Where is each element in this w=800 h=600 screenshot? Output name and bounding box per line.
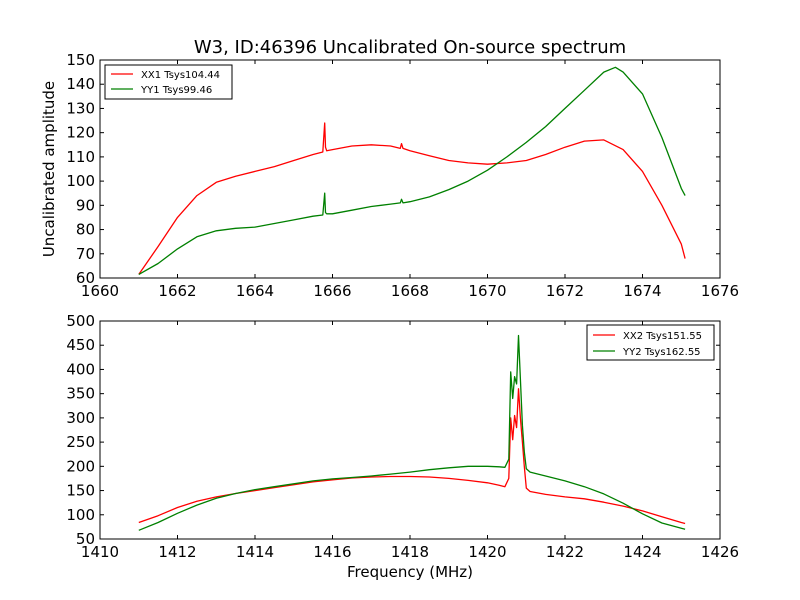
bottom-plot-ticks: 1410 1412 1414 1416 1418 1420 1422 1424 1426 50 10… [66, 312, 739, 561]
top-xtick-label: 1662 [158, 282, 196, 300]
bottom-xtick-label: 1422 [546, 543, 584, 561]
bottom-series-line-yy [138, 334, 686, 531]
top-ytick-label: 120 [66, 124, 95, 142]
top-legend-label-yy1: YY1 Tsys99.46 [140, 85, 212, 96]
bottom-ytick-label: 150 [66, 482, 95, 500]
top-ytick-label: 110 [66, 148, 95, 166]
top-ytick-label: 140 [66, 75, 95, 93]
bottom-ytick-label: 200 [66, 457, 95, 475]
top-ytick-label: 70 [76, 245, 95, 263]
bottom-xtick-label: 1424 [623, 543, 661, 561]
top-xtick-label: 1668 [391, 282, 429, 300]
top-series-line-xx [138, 122, 686, 275]
top-plot-title: W3, ID:46396 Uncalibrated On-source spec… [194, 37, 626, 58]
top-legend-box [104, 64, 233, 100]
top-xtick-label: 1666 [313, 282, 351, 300]
top-plot-frame [99, 59, 721, 279]
bottom-xtick-label: 1412 [158, 543, 196, 561]
top-plot-legend: XX1 Tsys104.44 YY1 Tsys99.46 [104, 64, 233, 100]
bottom-ytick-label: 500 [66, 312, 95, 330]
top-ytick-label: 60 [76, 269, 95, 287]
bottom-legend-label-yy2: YY2 Tsys162.55 [622, 347, 701, 358]
top-xtick-label: 1676 [701, 282, 739, 300]
top-xtick-label: 1674 [623, 282, 661, 300]
bottom-ytick-label: 50 [76, 530, 95, 548]
bottom-xtick-label: 1416 [313, 543, 351, 561]
bottom-ytick-label: 250 [66, 433, 95, 451]
top-ytick-label: 130 [66, 99, 95, 117]
bottom-ytick-label: 350 [66, 385, 95, 403]
top-xtick-label: 1670 [468, 282, 506, 300]
bottom-xtick-label: 1410 [81, 543, 119, 561]
bottom-ytick-label: 450 [66, 336, 95, 354]
top-plot: W3, ID:46396 Uncalibrated On-source spec… [40, 37, 739, 300]
bottom-ytick-label: 100 [66, 506, 95, 524]
top-xtick-label: 1664 [236, 282, 274, 300]
bottom-legend-box [586, 324, 715, 361]
top-ytick-label: 150 [66, 51, 95, 69]
top-xtick-label: 1660 [81, 282, 119, 300]
bottom-xtick-label: 1426 [701, 543, 739, 561]
bottom-plot-legend: XX2 Tsys151.55 YY2 Tsys162.55 [586, 324, 715, 361]
bottom-plot-xlabel: Frequency (MHz) [347, 563, 473, 581]
bottom-plot-series [138, 334, 686, 531]
top-ytick-label: 90 [76, 196, 95, 214]
bottom-series-line-xx [138, 388, 686, 525]
top-series-line-yy [138, 66, 686, 275]
top-xtick-label: 1672 [546, 282, 584, 300]
bottom-xtick-label: 1420 [468, 543, 506, 561]
bottom-xtick-label: 1418 [391, 543, 429, 561]
bottom-plot-frame [99, 320, 721, 540]
top-plot-ylabel: Uncalibrated amplitude [40, 81, 58, 257]
bottom-ytick-label: 400 [66, 360, 95, 378]
top-ytick-label: 80 [76, 221, 95, 239]
bottom-legend-label-xx2: XX2 Tsys151.55 [623, 331, 702, 342]
bottom-xtick-label: 1414 [236, 543, 274, 561]
bottom-ytick-label: 300 [66, 409, 95, 427]
top-legend-label-xx1: XX1 Tsys104.44 [141, 70, 220, 81]
top-plot-ticks: 1660 1662 1664 1666 1668 1670 1672 1674 1676 60 70… [66, 51, 739, 300]
bottom-plot: 1410 1412 1414 1416 1418 1420 1422 1424 1426 50 10… [66, 312, 739, 581]
top-plot-series [138, 66, 686, 275]
top-ytick-label: 100 [66, 172, 95, 190]
